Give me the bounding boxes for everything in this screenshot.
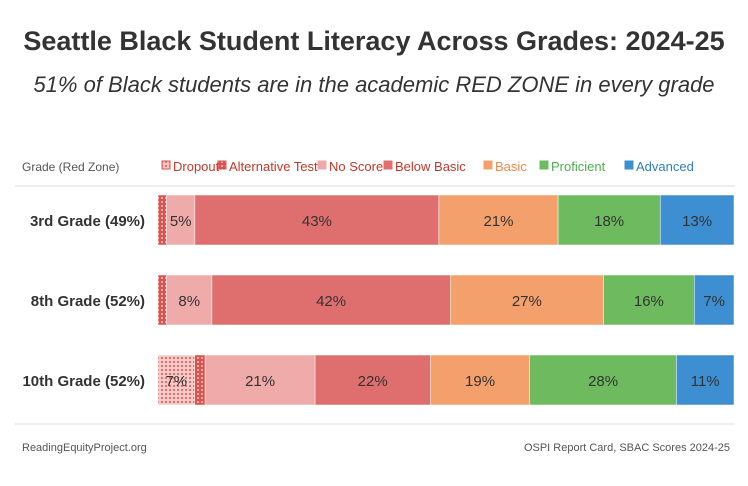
legend-swatch-6 <box>624 160 634 170</box>
bar-segment-basic <box>450 274 604 326</box>
chart-title: Seattle Black Student Literacy Across Gr… <box>23 26 725 56</box>
data-label: 28% <box>588 373 618 390</box>
data-label: 16% <box>634 293 664 310</box>
bar-segment-alternative-test <box>157 194 167 246</box>
legend-swatch-4 <box>483 160 493 170</box>
category-label: 3rd Grade (49%) <box>30 213 145 230</box>
legend-label-5: Proficient <box>551 159 606 174</box>
legend-label-1: Alternative Test <box>229 159 318 174</box>
data-label: 13% <box>682 213 712 230</box>
data-label: 21% <box>245 373 275 390</box>
data-label: 43% <box>302 213 332 230</box>
bar-segment-no-score <box>166 194 196 246</box>
data-label: 11% <box>691 373 720 390</box>
legend-label-3: Below Basic <box>395 159 466 174</box>
legend-swatch-1 <box>217 160 227 170</box>
bar-segment-basic <box>438 194 559 246</box>
data-label: 8% <box>178 293 200 310</box>
legend-swatch-2 <box>317 160 327 170</box>
bar-segment-below-basic <box>314 354 431 406</box>
data-label: 18% <box>594 213 624 230</box>
category-label: 10th Grade (52%) <box>22 373 145 390</box>
bar-segment-advanced <box>676 354 735 406</box>
bar-segment-advanced <box>659 194 735 246</box>
legend-label-4: Basic <box>495 159 527 174</box>
data-label: 5% <box>170 213 192 230</box>
source-right: OSPI Report Card, SBAC Scores 2024-25 <box>523 442 730 454</box>
bar-segment-advanced <box>694 274 735 326</box>
data-label: 7% <box>165 373 187 390</box>
data-label: 19% <box>465 373 495 390</box>
bar-segment-basic <box>430 354 531 406</box>
bar-segment-below-basic <box>211 274 451 326</box>
bar-segment-dropout <box>157 354 195 406</box>
legend-label-0: Dropout <box>173 159 220 174</box>
source-left: ReadingEquityProject.org <box>22 442 147 454</box>
data-label: 22% <box>358 373 388 390</box>
legend-swatch-5 <box>539 160 549 170</box>
bar-segment-no-score <box>166 274 213 326</box>
bar-segment-below-basic <box>194 194 440 246</box>
legend-label-6: Advanced <box>636 159 694 174</box>
legend-swatch-3 <box>383 160 393 170</box>
bar-segment-alternative-test <box>194 354 206 406</box>
bar-segment-proficient <box>529 354 677 406</box>
bar-segment-proficient <box>603 274 695 326</box>
bar-segment-alternative-test <box>157 274 167 326</box>
category-label: 8th Grade (52%) <box>31 293 145 310</box>
legend-label-2: No Score <box>329 159 383 174</box>
data-label: 27% <box>512 293 542 310</box>
data-label: 42% <box>316 293 346 310</box>
data-label: 21% <box>483 213 513 230</box>
legend-title: Grade (Red Zone) <box>22 160 119 174</box>
data-label: 7% <box>703 293 725 310</box>
chart-subtitle: 51% of Black students are in the academi… <box>33 72 715 97</box>
legend-swatch-0 <box>161 160 171 170</box>
bar-segment-no-score <box>204 354 316 406</box>
